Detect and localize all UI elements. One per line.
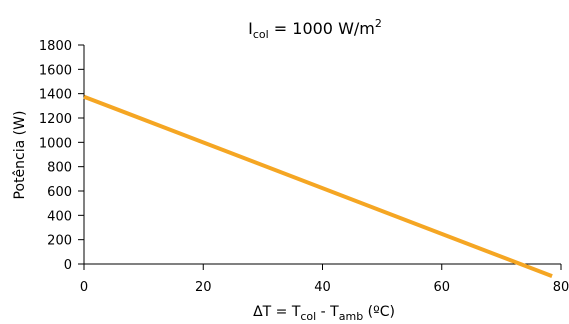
y-tick-label: 400 — [47, 209, 72, 224]
y-tick-label: 600 — [47, 185, 72, 200]
x-tick-label: 80 — [553, 280, 569, 295]
x-axis-title: ΔT = Tcol - Tamb (ºC) — [253, 304, 395, 323]
x-tick-label: 0 — [80, 280, 88, 295]
y-tick-label: 1800 — [39, 39, 72, 54]
x-tick-label: 60 — [433, 280, 450, 295]
x-ticks: 0 20 40 60 80 — [80, 264, 569, 295]
y-tick-label: 1600 — [39, 63, 72, 78]
y-tick-label: 800 — [47, 161, 72, 176]
y-tick-label: 0 — [64, 258, 72, 273]
series-line-0 — [83, 94, 553, 279]
axes — [83, 45, 561, 265]
y-tick-label: 200 — [47, 234, 72, 249]
y-axis-title: Potência (W) — [12, 111, 28, 200]
x-tick-label: 40 — [314, 280, 331, 295]
chart-title: Icol = 1000 W/m2 — [248, 17, 382, 41]
y-tick-label: 1000 — [39, 136, 72, 151]
x-tick-label: 20 — [195, 280, 212, 295]
y-tick-label: 1400 — [39, 88, 72, 103]
series-group — [83, 94, 553, 279]
y-ticks: 0 200 400 600 800 1000 1200 1400 1600 1800 — [39, 39, 84, 273]
y-tick-label: 1200 — [39, 112, 72, 127]
